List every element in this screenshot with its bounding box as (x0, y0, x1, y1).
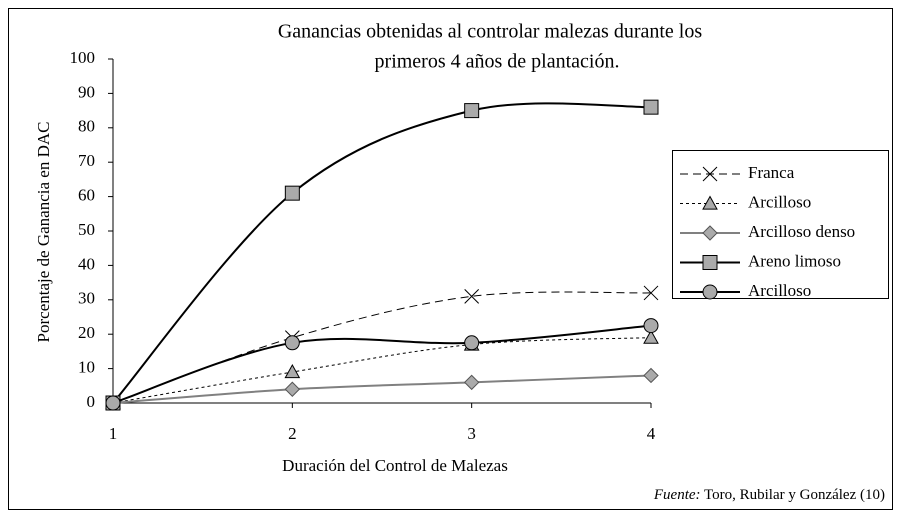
y-axis-label: Porcentaje de Ganancia en DAC (34, 122, 53, 343)
marker (284, 364, 301, 379)
legend-label: Areno limoso (748, 251, 841, 270)
marker (464, 335, 480, 351)
y-tick-label: 80 (78, 117, 95, 136)
series-line (112, 374, 652, 404)
marker (702, 166, 718, 182)
source-label: Fuente: (653, 487, 701, 503)
legend-label: Arcilloso denso (748, 222, 855, 241)
x-axis-label: Duración del Control de Malezas (282, 456, 508, 475)
marker (702, 255, 718, 270)
legend-label: Arcilloso (748, 281, 811, 300)
y-tick-label: 70 (78, 151, 95, 170)
chart-title: Ganancias obtenidas al controlar malezas… (278, 21, 702, 43)
marker (464, 103, 480, 119)
y-tick-label: 50 (78, 220, 95, 239)
marker (284, 335, 300, 351)
legend-label: Franca (748, 163, 795, 182)
marker (284, 381, 301, 397)
marker (284, 185, 300, 201)
source-text: Toro, Rubilar y González (10) (704, 487, 885, 503)
marker (702, 284, 718, 300)
marker (643, 329, 659, 344)
y-tick-label: 90 (78, 82, 95, 101)
marker (702, 195, 718, 210)
marker (643, 367, 659, 384)
x-tick-label: 2 (288, 424, 297, 443)
y-tick-label: 30 (78, 289, 95, 308)
y-tick-label: 40 (78, 254, 95, 273)
marker (105, 395, 121, 411)
series-line (112, 102, 652, 404)
chart-title: primeros 4 años de plantación. (375, 51, 620, 73)
marker (463, 374, 480, 391)
x-tick-label: 4 (647, 424, 656, 443)
marker (464, 289, 480, 304)
legend-label: Arcilloso (748, 192, 811, 211)
y-tick-label: 100 (70, 48, 96, 67)
x-tick-label: 3 (467, 424, 476, 443)
series-line (112, 337, 652, 404)
marker (643, 285, 659, 301)
marker (643, 99, 659, 115)
marker (702, 225, 718, 241)
x-tick-label: 1 (109, 424, 118, 443)
y-tick-label: 20 (78, 323, 95, 342)
source: Fuente: Toro, Rubilar y González (10) (653, 487, 885, 503)
series-line (112, 324, 652, 404)
y-tick-label: 0 (87, 392, 96, 411)
marker (643, 318, 659, 334)
y-tick-label: 10 (78, 358, 95, 377)
y-tick-label: 60 (78, 186, 95, 205)
